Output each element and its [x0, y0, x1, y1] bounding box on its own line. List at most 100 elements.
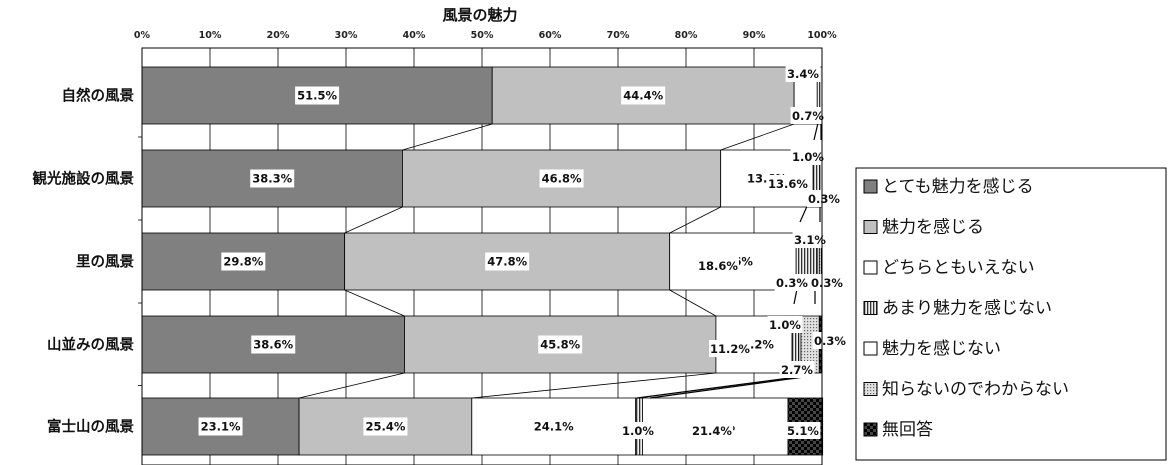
- x-tick-label: 10%: [199, 30, 222, 41]
- data-label-box: [539, 169, 584, 188]
- data-label-box: [785, 65, 821, 82]
- data-label: 25.4%: [365, 420, 405, 434]
- data-label: 23.1%: [201, 420, 241, 434]
- category-label: 観光施設の風景: [33, 170, 135, 188]
- legend-entry: 知らないのでわからない: [882, 380, 1069, 400]
- legend: とても魅力を感じる魅力を感じるどちらともいえないあまり魅力を感じない魅力を感じな…: [855, 167, 1167, 461]
- data-label-box: [485, 252, 530, 271]
- data-label: 38.6%: [253, 338, 293, 352]
- connector-line: [669, 289, 717, 317]
- data-label: 1.0%: [769, 318, 801, 332]
- data-label-box: [621, 86, 666, 105]
- x-tick-label: 70%: [607, 30, 630, 41]
- leader-line: [636, 376, 798, 399]
- legend-swatch: [863, 422, 878, 437]
- data-label-box: [221, 252, 266, 271]
- data-labels: 51.5% 44.4% 38.3% 46.8% 13.6% 29.8% 47.8% 18.6%…: [198, 65, 848, 439]
- x-tick-label: 0%: [134, 30, 151, 41]
- data-label-box: [774, 274, 810, 291]
- legend-swatch: [863, 179, 878, 194]
- data-label-box: [806, 190, 842, 207]
- legend-entry: 魅力を感じる: [882, 218, 984, 238]
- x-tick-label: 40%: [403, 30, 426, 41]
- x-tick-label: 80%: [675, 30, 698, 41]
- x-tick-label: 50%: [471, 30, 494, 41]
- data-label-box: [251, 335, 296, 354]
- legend-swatch: [863, 301, 878, 315]
- data-label-box: [198, 417, 243, 436]
- leader-line: [813, 122, 819, 141]
- chart-title: 風景の魅力: [442, 6, 517, 24]
- x-tick-label: 20%: [267, 30, 290, 41]
- data-label: 1.0%: [792, 150, 824, 164]
- data-label: 1.0%: [622, 424, 654, 438]
- data-label: 0.3%: [808, 192, 840, 206]
- data-label-box: [779, 361, 815, 378]
- legend-swatch: [863, 341, 878, 356]
- connector-line: [344, 289, 405, 317]
- data-label-box: [620, 422, 656, 439]
- data-label: 24.1%: [534, 420, 574, 434]
- data-label-box: [812, 332, 848, 349]
- connector-line: [344, 206, 403, 234]
- data-label-box: [250, 169, 295, 188]
- data-label: 2.7%: [781, 363, 813, 377]
- plot-area-border: [141, 47, 823, 465]
- category-label: 山並みの風景: [47, 336, 134, 354]
- data-label: 38.3%: [252, 172, 292, 186]
- legend-entry: どちらともいえない: [882, 258, 1035, 278]
- legend-swatch: [863, 260, 878, 275]
- data-label: 0.7%: [792, 109, 824, 123]
- data-label-box: [295, 86, 340, 105]
- legend-entry: 無回答: [882, 420, 933, 440]
- data-label: 5.1%: [787, 424, 819, 438]
- x-tick-label: 100%: [807, 30, 837, 41]
- x-tick-label: 60%: [539, 30, 562, 41]
- connector-line: [402, 123, 493, 151]
- data-label: 0.3%: [776, 276, 808, 290]
- legend-swatch: [863, 382, 878, 396]
- legend-entry: とても魅力を感じる: [882, 177, 1034, 197]
- data-label: 0.3%: [811, 276, 843, 290]
- data-label-box: [538, 335, 583, 354]
- x-axis-ticks: 0% 10% 20% 30% 40% 50% 60% 70% 80% 90% 100%: [134, 30, 837, 41]
- legend-frame: [855, 167, 1167, 461]
- category-label: 自然の風景: [62, 87, 135, 105]
- data-label: 44.4%: [623, 89, 663, 103]
- category-label: 里の風景: [76, 254, 134, 271]
- legend-swatch: [863, 220, 878, 234]
- category-label: 富士山の風景: [47, 418, 134, 436]
- data-label-box: [785, 422, 821, 439]
- data-label-box: [767, 316, 803, 333]
- legend-entry: 魅力を感じない: [882, 339, 1001, 359]
- leader-line: [649, 376, 805, 399]
- data-label-box: [691, 422, 733, 439]
- data-label: 46.8%: [542, 172, 582, 186]
- data-label: 18.6%: [698, 259, 738, 273]
- data-label-box: [809, 274, 845, 291]
- legend-entry: あまり魅力を感じない: [882, 299, 1052, 319]
- data-label: 0.3%: [814, 334, 846, 348]
- data-label-box: [709, 340, 751, 357]
- data-label-box: [767, 175, 809, 192]
- leader-line: [793, 288, 798, 305]
- data-label-box: [363, 417, 408, 436]
- data-label-box: [790, 148, 826, 165]
- x-tick-label: 30%: [335, 30, 358, 41]
- data-label: 45.8%: [540, 338, 580, 352]
- data-label: 13.6%: [768, 177, 808, 191]
- data-label: 47.8%: [487, 255, 527, 269]
- x-tick-label: 90%: [743, 30, 766, 41]
- data-label: 11.2%: [710, 342, 750, 356]
- connector-lines: [298, 123, 795, 399]
- data-label: 29.8%: [223, 255, 263, 269]
- data-label: 21.4%: [692, 424, 732, 438]
- connector-line: [471, 372, 716, 399]
- data-label-box: [790, 107, 826, 124]
- data-label: 3.4%: [787, 67, 819, 81]
- connector-line: [298, 372, 405, 399]
- bar-segment: [471, 397, 637, 456]
- data-label-box: [697, 257, 739, 274]
